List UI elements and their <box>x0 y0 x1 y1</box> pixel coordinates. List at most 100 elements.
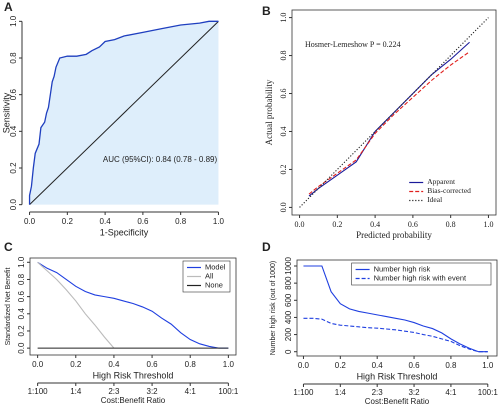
y-tick-label: 0.0 <box>279 202 288 212</box>
y-tick-label: 600 <box>284 293 293 307</box>
x2-tick-label: 2:3 <box>108 387 120 396</box>
x-tick-label: 0.8 <box>445 361 457 370</box>
series-line <box>303 265 488 353</box>
annotation: AUC (95%CI): 0.84 (0.78 - 0.89) <box>103 155 218 164</box>
y-axis-label: Sensitivity <box>1 92 11 133</box>
y-tick-label: 0.4 <box>9 125 18 137</box>
x-axis-label: High Risk Threshold <box>357 371 438 381</box>
y-tick-label: 0.2 <box>17 325 26 337</box>
x-tick-label: 0.4 <box>370 220 380 229</box>
legend-label: Apparent <box>427 177 456 186</box>
panel-label: D <box>262 240 271 254</box>
series-line <box>37 261 229 349</box>
x2-tick-label: 4:1 <box>185 387 197 396</box>
y-axis-label: Standardized Net Benefit <box>5 268 12 346</box>
x-tick-label: 0.2 <box>335 361 347 370</box>
y-tick-label: 0 <box>284 349 293 354</box>
x2-tick-label: 3:2 <box>408 388 420 397</box>
panel: C 0.0 0.2 0.4 0.6 0.8 1.0 0.0 0.2 0.4 0.6 0.8 1.0 Hig… <box>4 240 239 405</box>
y-tick-label: 0.4 <box>17 308 26 320</box>
panel: B 0.0 0.2 0.4 0.6 0.8 1.0 0.0 0.2 0.4 0.6 0.8 1.0 Pre… <box>262 4 497 240</box>
y-tick-label: 0.2 <box>9 162 18 174</box>
y-tick-label: 0.0 <box>9 199 18 211</box>
y-tick-label: 0.6 <box>17 291 26 303</box>
legend-label: Number high risk <box>374 264 431 273</box>
x-tick-label: 1.0 <box>482 361 494 370</box>
y-tick-label: 0.0 <box>17 342 26 354</box>
x-axis-label: 1-Specificity <box>100 227 149 237</box>
x-tick-label: 0.0 <box>24 217 36 226</box>
x-tick-label: 0.2 <box>62 217 74 226</box>
x2-axis-label: Cost:Benefit Ratio <box>101 396 166 405</box>
legend-label: Ideal <box>427 195 442 204</box>
series-line <box>299 17 489 208</box>
x2-tick-label: 100:1 <box>478 388 499 397</box>
series-line <box>303 317 488 353</box>
x-tick-label: 0.2 <box>70 360 82 369</box>
y-tick-label: 400 <box>284 310 293 324</box>
y-tick-label: 0.6 <box>279 89 288 99</box>
reference-line <box>29 20 219 206</box>
x-axis-label: High Risk Threshold <box>93 370 174 380</box>
legend-label: Number high risk with event <box>374 273 467 282</box>
y-tick-label: 200 <box>284 327 293 341</box>
x2-tick-label: 1:100 <box>293 388 314 397</box>
x-tick-label: 0.8 <box>175 217 187 226</box>
x2-tick-label: 1:100 <box>28 387 49 396</box>
x2-tick-label: 1:4 <box>335 388 347 397</box>
x-axis-label: Predicted probability <box>356 230 432 240</box>
x2-tick-label: 1:4 <box>70 387 82 396</box>
legend-label: Bias-corrected <box>427 186 471 195</box>
x-tick-label: 0.0 <box>298 361 310 370</box>
legend-label: All <box>205 271 214 280</box>
x2-tick-label: 4:1 <box>445 388 457 397</box>
x-tick-label: 0.8 <box>446 220 456 229</box>
panel-label: B <box>262 4 271 18</box>
series-line <box>28 20 219 205</box>
x-tick-label: 0.0 <box>295 220 305 229</box>
x-tick-label: 0.4 <box>372 361 384 370</box>
x-tick-label: 0.6 <box>408 220 418 229</box>
y-tick-label: 800 <box>284 276 293 290</box>
panel-label: A <box>4 0 13 14</box>
panel: A 0.0 0.2 0.4 0.6 0.8 1.0 0.0 0.2 0.4 0.6 0.8 1.0 1-S… <box>1 0 224 237</box>
y-axis-label: Actual probability <box>264 79 274 145</box>
x-tick-label: 0.6 <box>147 360 159 369</box>
x-tick-label: 0.2 <box>332 220 342 229</box>
x-tick-label: 1.0 <box>483 220 493 229</box>
annotation: Hosmer-Lemeshow P = 0.224 <box>305 40 401 49</box>
legend-label: Model <box>205 262 226 271</box>
panel-label: C <box>4 240 13 254</box>
y-tick-label: 0.6 <box>9 89 18 101</box>
y-tick-label: 1.0 <box>17 256 26 268</box>
plot-frame <box>296 259 498 357</box>
x2-tick-label: 100:1 <box>218 387 239 396</box>
x-tick-label: 0.4 <box>108 360 120 369</box>
y-axis-label: Number high risk (out of 1000) <box>270 261 277 356</box>
x-tick-label: 0.4 <box>100 217 112 226</box>
y-tick-label: 0.4 <box>279 126 288 136</box>
x-tick-label: 0.0 <box>32 360 44 369</box>
x2-tick-label: 3:2 <box>147 387 159 396</box>
legend-box <box>351 262 492 286</box>
plot-frame <box>29 257 237 356</box>
y-tick-label: 1.0 <box>279 13 288 23</box>
y-tick-label: 1.0 <box>9 15 18 27</box>
x2-axis-label: Cost:Benefit Ratio <box>365 397 430 406</box>
y-tick-label: 0.2 <box>279 164 288 174</box>
series-line <box>37 261 115 349</box>
x-tick-label: 0.6 <box>408 361 420 370</box>
x-tick-label: 0.8 <box>185 360 197 369</box>
y-tick-label: 1000 <box>284 257 293 275</box>
y-tick-label: 0.8 <box>17 273 26 285</box>
x-tick-label: 1.0 <box>223 360 235 369</box>
y-tick-label: 0.8 <box>279 51 288 61</box>
legend-label: None <box>205 280 223 289</box>
x-tick-label: 0.6 <box>137 217 149 226</box>
y-tick-label: 0.8 <box>9 52 18 64</box>
x-tick-label: 1.0 <box>213 217 225 226</box>
x2-tick-label: 2:3 <box>372 388 384 397</box>
series-line <box>308 51 470 195</box>
